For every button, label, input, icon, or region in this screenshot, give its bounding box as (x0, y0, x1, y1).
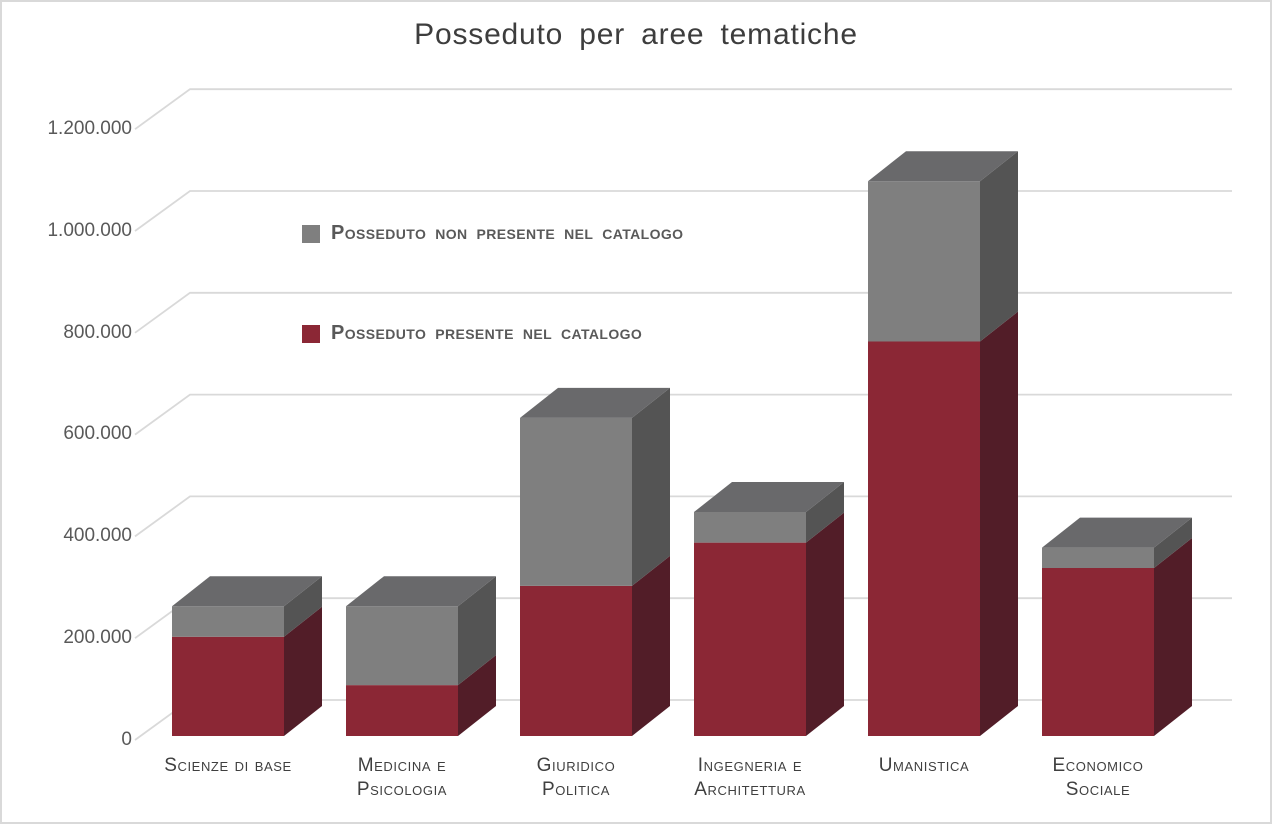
bar-top-face (520, 387, 670, 418)
y-axis-tick-800000: 800.000 (63, 322, 132, 343)
y-axis-tick-1200000: 1.200.000 (47, 118, 132, 139)
bar-segment-presente-side (980, 311, 1018, 736)
bar-segment-non-presente-side (284, 576, 322, 637)
y-axis-tick-0: 0 (121, 729, 132, 750)
legend-label: Posseduto non presente nel catalogo (331, 222, 684, 244)
bar-segment-non-presente-front (172, 606, 284, 637)
category-label-giuridico-politica: Giuridico Politica (536, 755, 616, 800)
bar-segment-non-presente-side (806, 482, 844, 543)
bar-top-face (868, 151, 1018, 182)
bar-top-face (694, 482, 844, 513)
bar-segment-non-presente-side (458, 576, 496, 686)
gridline (134, 88, 1232, 130)
bar-top-face (172, 576, 322, 607)
bar-segment-non-presente-side (980, 151, 1018, 342)
gridline (134, 190, 1232, 232)
gridline (134, 291, 1232, 334)
chart-title: Posseduto per aree tematiche (414, 18, 858, 51)
bar-segment-presente-side (458, 655, 496, 736)
legend-item-presente: Posseduto presente nel catalogo (302, 322, 642, 345)
category-label-ingegneria-architettura: Ingegneria e Architettura (694, 755, 806, 800)
bar-segment-presente-front (868, 341, 980, 736)
bar-segment-non-presente-front (346, 606, 458, 686)
bar-segment-non-presente-front (868, 181, 980, 342)
bar-segment-presente-side (1154, 538, 1192, 736)
bar-segment-presente-front (694, 542, 806, 736)
legend-label: Posseduto presente nel catalogo (331, 322, 643, 344)
legend-swatch-gray (302, 224, 320, 243)
category-label-umanistica: Umanistica (878, 755, 970, 776)
bar-top-face (1042, 517, 1192, 548)
category-label-scienze-di-base: Scienze di base (164, 755, 292, 776)
bar-top-face (346, 576, 496, 607)
bar-segment-non-presente-side (1154, 517, 1192, 569)
bar-segment-presente-front (346, 685, 458, 736)
bar-segment-non-presente-front (1042, 547, 1154, 569)
y-axis-tick-400000: 400.000 (63, 525, 132, 546)
y-axis-tick-200000: 200.000 (63, 627, 132, 648)
gridline (134, 393, 1232, 436)
bar-segment-non-presente-side (632, 387, 670, 586)
y-axis-tick-1000000: 1.000.000 (47, 220, 132, 241)
bar-segment-presente-side (284, 606, 322, 736)
bar-segment-presente-side (632, 555, 670, 736)
bar-segment-presente-front (520, 585, 632, 736)
bar-segment-presente-side (806, 512, 844, 736)
y-axis-tick-600000: 600.000 (63, 423, 132, 444)
bar-segment-presente-front (172, 636, 284, 736)
category-label-medicina-e-psicologia: Medicina e Psicologia (356, 755, 448, 800)
category-label-economico-sociale: Economico Sociale (1052, 755, 1144, 800)
bar-segment-presente-front (1042, 568, 1154, 736)
legend-item-non-presente: Posseduto non presente nel catalogo (302, 222, 683, 245)
bar-segment-non-presente-front (694, 512, 806, 543)
bar-segment-non-presente-front (520, 417, 632, 586)
legend-swatch-red (302, 324, 320, 343)
